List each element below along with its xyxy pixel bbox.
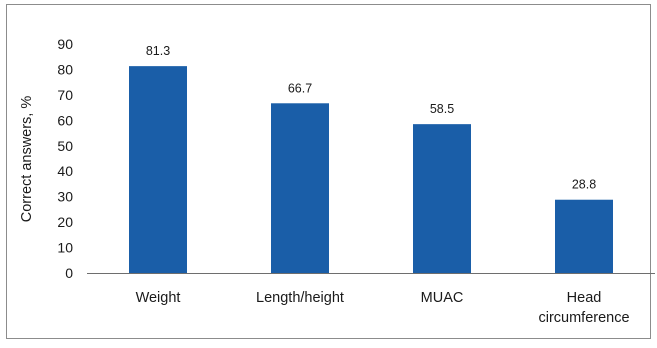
y-tick-label: 0 <box>65 265 73 281</box>
y-tick-label: 10 <box>57 240 73 256</box>
y-tick-label: 40 <box>57 163 73 179</box>
x-axis-category-labels: Weight Length/height MUAC Head circumference <box>136 290 630 326</box>
x-category-label: Weight <box>136 290 181 306</box>
y-tick-label: 20 <box>57 214 73 230</box>
data-label: 66.7 <box>288 81 312 95</box>
data-label: 28.8 <box>572 178 596 192</box>
y-tick-label: 50 <box>57 138 73 154</box>
bar <box>129 66 187 274</box>
y-axis-ticks: 0 10 20 30 40 50 60 70 80 90 <box>57 36 73 281</box>
x-category-label: Head <box>567 290 602 306</box>
bar-chart: Correct answers, % 0 10 20 30 40 50 60 70 80 90 8… <box>19 36 655 326</box>
bar <box>271 103 329 273</box>
x-category-label: Length/height <box>256 290 344 306</box>
y-tick-label: 70 <box>57 87 73 103</box>
bar <box>413 124 471 274</box>
data-label: 58.5 <box>430 102 454 116</box>
x-category-label: MUAC <box>421 290 464 306</box>
y-tick-label: 30 <box>57 189 73 205</box>
y-axis-title: Correct answers, % <box>19 96 35 223</box>
x-category-label: circumference <box>538 310 629 326</box>
bar-series <box>129 66 613 274</box>
data-label: 81.3 <box>146 44 170 58</box>
y-tick-label: 80 <box>57 61 73 77</box>
chart-frame: Correct answers, % 0 10 20 30 40 50 60 70 80 90 8… <box>6 4 655 339</box>
data-labels: 81.3 66.7 58.5 28.8 <box>146 44 596 192</box>
y-tick-label: 60 <box>57 112 73 128</box>
y-tick-label: 90 <box>57 36 73 52</box>
bar <box>555 199 613 273</box>
